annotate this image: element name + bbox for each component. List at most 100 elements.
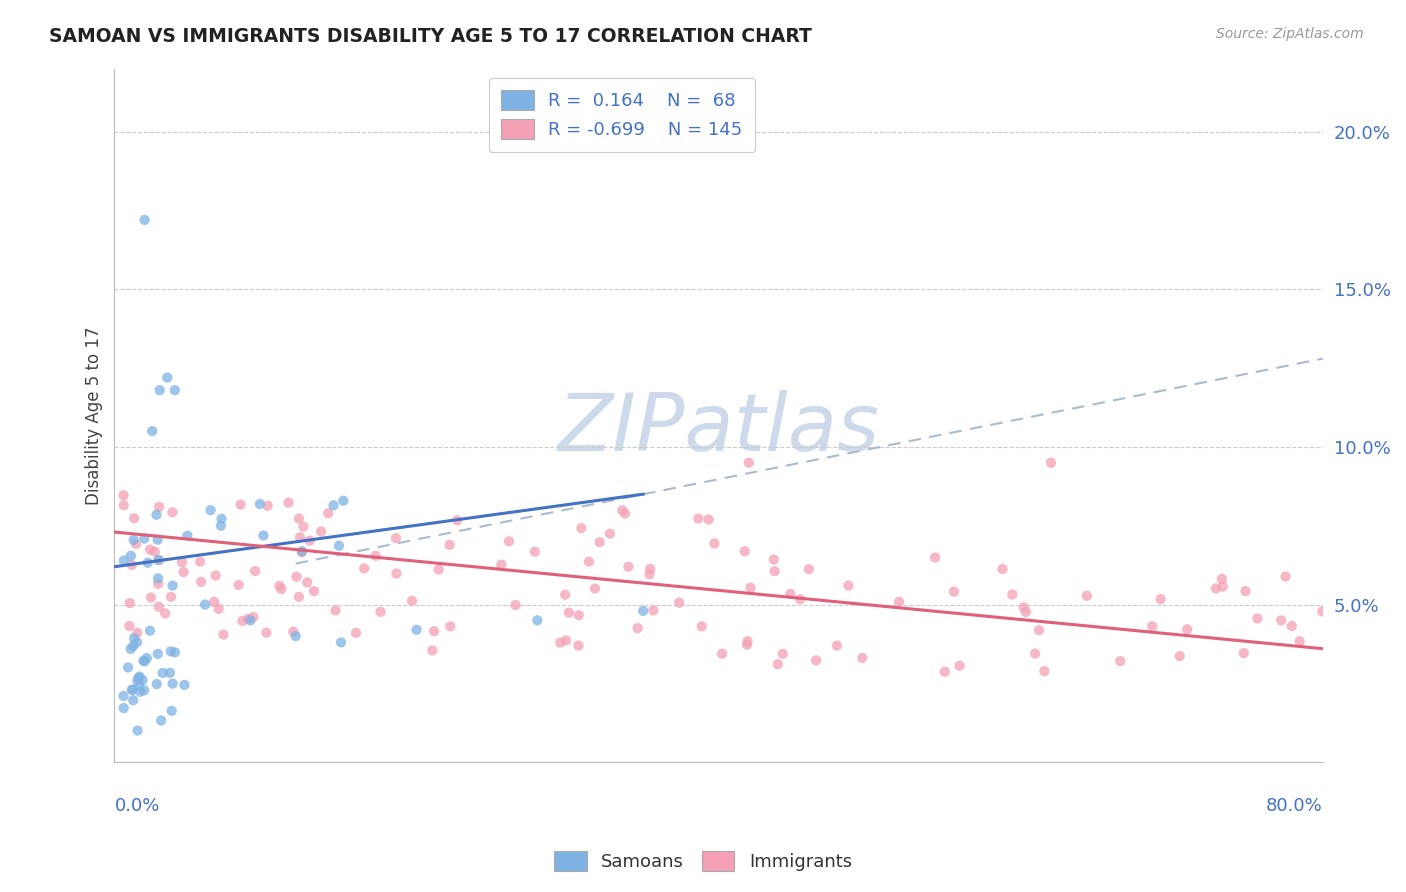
Text: 0.0%: 0.0% (114, 797, 160, 815)
Point (118, 619, 141, 633)
Point (555, 633, 578, 648)
Point (322, 499, 344, 513)
Point (249, 497, 271, 511)
Legend: Samoans, Immigrants: Samoans, Immigrants (547, 844, 859, 879)
Point (291, 544, 314, 558)
Point (948, 658, 970, 673)
Point (122, 639, 145, 653)
Point (588, 535, 610, 549)
Point (121, 682, 143, 697)
Point (117, 660, 139, 674)
Point (851, 651, 873, 665)
Point (148, 500, 170, 514)
Point (254, 625, 277, 640)
Point (422, 643, 444, 657)
Point (173, 678, 195, 692)
Point (690, 619, 713, 633)
Point (159, 665, 181, 680)
Point (148, 553, 170, 567)
Point (1288, 634, 1310, 648)
Point (122, 511, 145, 525)
Point (1211, 572, 1233, 586)
Point (491, 558, 513, 572)
Point (212, 627, 235, 641)
Point (934, 665, 956, 679)
Point (1109, 654, 1132, 668)
Point (135, 651, 157, 665)
Point (132, 654, 155, 668)
Point (160, 590, 183, 604)
Point (127, 723, 149, 738)
Point (737, 634, 759, 648)
Point (578, 555, 600, 569)
Point (190, 574, 212, 589)
Point (439, 538, 461, 552)
Point (112, 701, 135, 715)
Point (385, 531, 408, 545)
Point (163, 645, 186, 659)
Point (735, 638, 758, 652)
Point (385, 566, 408, 581)
Point (284, 629, 307, 643)
Point (1270, 614, 1292, 628)
Point (344, 625, 367, 640)
Point (1274, 569, 1296, 583)
Point (162, 505, 184, 519)
Point (330, 635, 353, 649)
Point (498, 534, 520, 549)
Point (120, 549, 142, 563)
Point (125, 537, 148, 551)
Point (211, 512, 233, 526)
Point (638, 562, 661, 576)
Point (332, 493, 354, 508)
Point (1142, 619, 1164, 633)
Point (288, 530, 311, 544)
Point (122, 533, 145, 547)
Point (159, 644, 181, 658)
Text: ZIPatlas: ZIPatlas (558, 390, 880, 468)
Point (149, 383, 172, 397)
Point (405, 623, 427, 637)
Point (122, 631, 145, 645)
Point (991, 562, 1014, 576)
Point (139, 591, 162, 605)
Point (703, 536, 725, 550)
Point (401, 594, 423, 608)
Point (239, 613, 262, 627)
Point (1246, 611, 1268, 625)
Point (209, 518, 232, 533)
Point (228, 578, 250, 592)
Point (924, 550, 946, 565)
Point (229, 498, 252, 512)
Point (120, 641, 142, 656)
Point (446, 513, 468, 527)
Point (202, 595, 225, 609)
Point (141, 424, 163, 438)
Point (295, 575, 318, 590)
Point (302, 584, 325, 599)
Point (242, 610, 264, 624)
Point (558, 606, 581, 620)
Point (118, 596, 141, 610)
Point (439, 619, 461, 633)
Point (554, 588, 576, 602)
Point (188, 555, 211, 569)
Point (1028, 623, 1050, 637)
Point (291, 545, 314, 559)
Point (150, 714, 173, 728)
Point (1076, 589, 1098, 603)
Point (122, 693, 145, 707)
Point (1212, 580, 1234, 594)
Point (825, 639, 848, 653)
Point (1233, 646, 1256, 660)
Point (112, 498, 135, 512)
Point (256, 499, 278, 513)
Point (1001, 587, 1024, 601)
Point (550, 635, 572, 649)
Point (526, 613, 548, 627)
Point (1168, 648, 1191, 663)
Point (837, 578, 859, 592)
Point (734, 544, 756, 558)
Point (288, 511, 311, 525)
Point (766, 657, 789, 672)
